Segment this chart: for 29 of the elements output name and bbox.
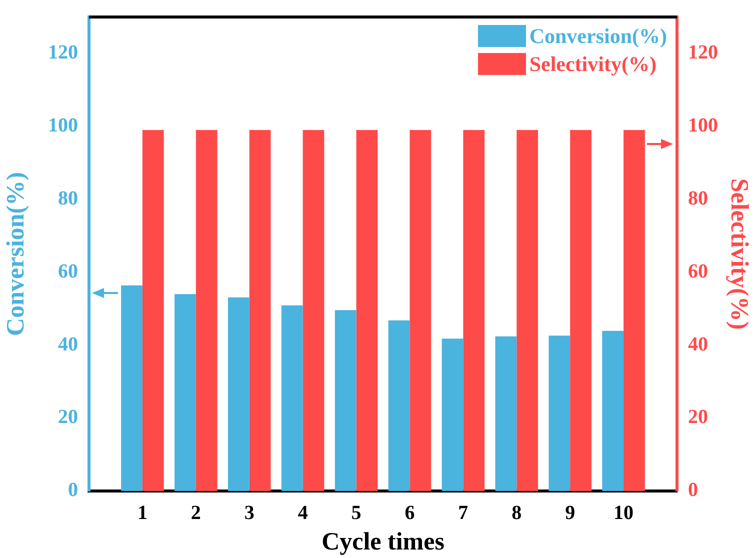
x-tick-label: 2 — [190, 502, 201, 524]
x-tick-label: 9 — [565, 502, 576, 524]
x-tick-label: 4 — [298, 502, 308, 524]
y-axis-title: Conversion(%) — [2, 172, 30, 336]
x-tick-label: 3 — [244, 502, 254, 524]
y2-tick-label: 0 — [688, 479, 698, 502]
y-tick-label: 20 — [58, 406, 78, 428]
y2-tick-label: 20 — [688, 406, 708, 428]
y-tick-label: 60 — [58, 260, 78, 282]
y2-tick-label: 60 — [688, 260, 708, 282]
y-tick-label: 80 — [58, 187, 78, 210]
y2-tick-label: 120 — [688, 42, 718, 64]
legend-label: Selectivity(%) — [529, 52, 656, 76]
x-tick-label: 10 — [614, 502, 634, 524]
y2-tick-label: 40 — [688, 333, 708, 356]
x-axis-title: Cycle times — [322, 528, 445, 556]
x-tick-label: 1 — [137, 502, 148, 524]
y2-tick-label: 80 — [688, 187, 708, 210]
y-tick-label: 40 — [58, 333, 78, 356]
x-tick-label: 7 — [458, 502, 468, 524]
x-tick-label: 8 — [512, 502, 522, 524]
x-tick-label: 6 — [404, 502, 415, 524]
legend-label: Conversion(%) — [529, 24, 667, 48]
y2-tick-label: 100 — [688, 114, 718, 137]
y-tick-label: 100 — [48, 114, 78, 137]
y-tick-label: 0 — [68, 479, 78, 502]
x-tick-label: 5 — [351, 502, 362, 524]
y-tick-label: 120 — [48, 42, 78, 64]
y2-axis-title: Selectivity(%) — [726, 178, 753, 330]
